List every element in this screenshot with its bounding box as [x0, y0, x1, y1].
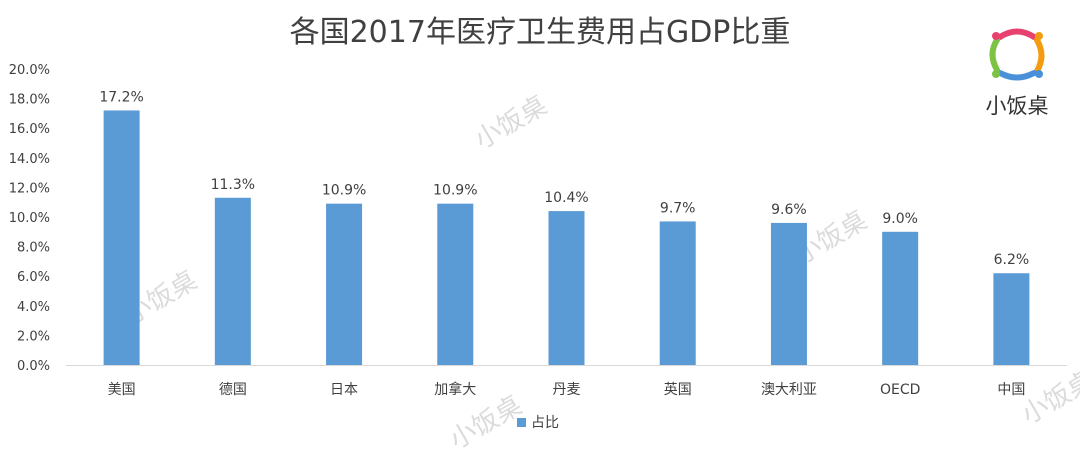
data-label: 9.0% [882, 211, 918, 227]
bar [548, 211, 585, 365]
watermark-text: 小饭桌 [445, 391, 528, 456]
legend-label: 占比 [531, 415, 559, 431]
x-tick-label: 澳大利亚 [761, 382, 817, 398]
y-tick-label: 2.0% [17, 329, 50, 344]
logo: 小饭桌 [986, 28, 1049, 118]
x-tick-label: 英国 [664, 381, 692, 398]
data-label: 9.6% [771, 202, 807, 218]
data-label: 17.2% [99, 89, 143, 105]
x-tick-label: 日本 [330, 382, 358, 398]
y-tick-label: 14.0% [9, 152, 50, 167]
bar [659, 221, 696, 365]
x-tick-label: 德国 [219, 382, 247, 398]
bar [770, 222, 807, 365]
data-label: 9.7% [660, 200, 696, 216]
y-tick-label: 20.0% [9, 63, 50, 78]
logo-icon [989, 28, 1045, 81]
bars: 17.2% 11.3% 10.9% 10.9% 10.4% 9.7% 9.6% 9.0% 6.2… [99, 89, 1030, 365]
bar [103, 110, 140, 365]
y-axis-ticks: 0.0% 2.0% 4.0% 6.0% 8.0% 10.0% 12.0% 14.0% 16.0%… [9, 63, 50, 374]
watermark-text: 小饭桌 [470, 91, 553, 156]
x-tick-label: 丹麦 [553, 382, 581, 398]
x-axis-ticks: 美国 德国 日本 加拿大 丹麦 英国 澳大利亚 OECD 中国 [108, 381, 1026, 398]
y-tick-label: 12.0% [9, 181, 50, 196]
y-tick-label: 16.0% [9, 122, 50, 137]
x-tick-label: 加拿大 [434, 381, 476, 398]
y-tick-label: 0.0% [17, 359, 50, 374]
bar [326, 203, 363, 365]
data-label: 11.3% [211, 177, 255, 193]
y-tick-label: 8.0% [17, 241, 50, 256]
chart-title: 各国2017年医疗卫生费用占GDP比重 [290, 15, 791, 50]
bar [437, 203, 474, 365]
y-tick-label: 4.0% [17, 300, 50, 315]
data-label: 10.4% [544, 190, 588, 206]
bar [214, 197, 251, 365]
x-tick-label: 中国 [997, 382, 1025, 398]
bar [993, 273, 1030, 365]
logo-text: 小饭桌 [986, 94, 1049, 118]
legend: 占比 [517, 415, 559, 431]
y-tick-label: 6.0% [17, 270, 50, 285]
legend-swatch [517, 418, 526, 427]
y-tick-label: 10.0% [9, 211, 50, 226]
data-label: 10.9% [322, 183, 366, 199]
data-label: 10.9% [433, 183, 477, 199]
y-tick-label: 18.0% [9, 93, 50, 108]
watermark-text: 小饭桌 [1017, 366, 1080, 431]
x-tick-label: OECD [880, 382, 920, 398]
bar [882, 231, 919, 365]
x-tick-label: 美国 [108, 382, 136, 398]
data-label: 6.2% [994, 252, 1030, 268]
